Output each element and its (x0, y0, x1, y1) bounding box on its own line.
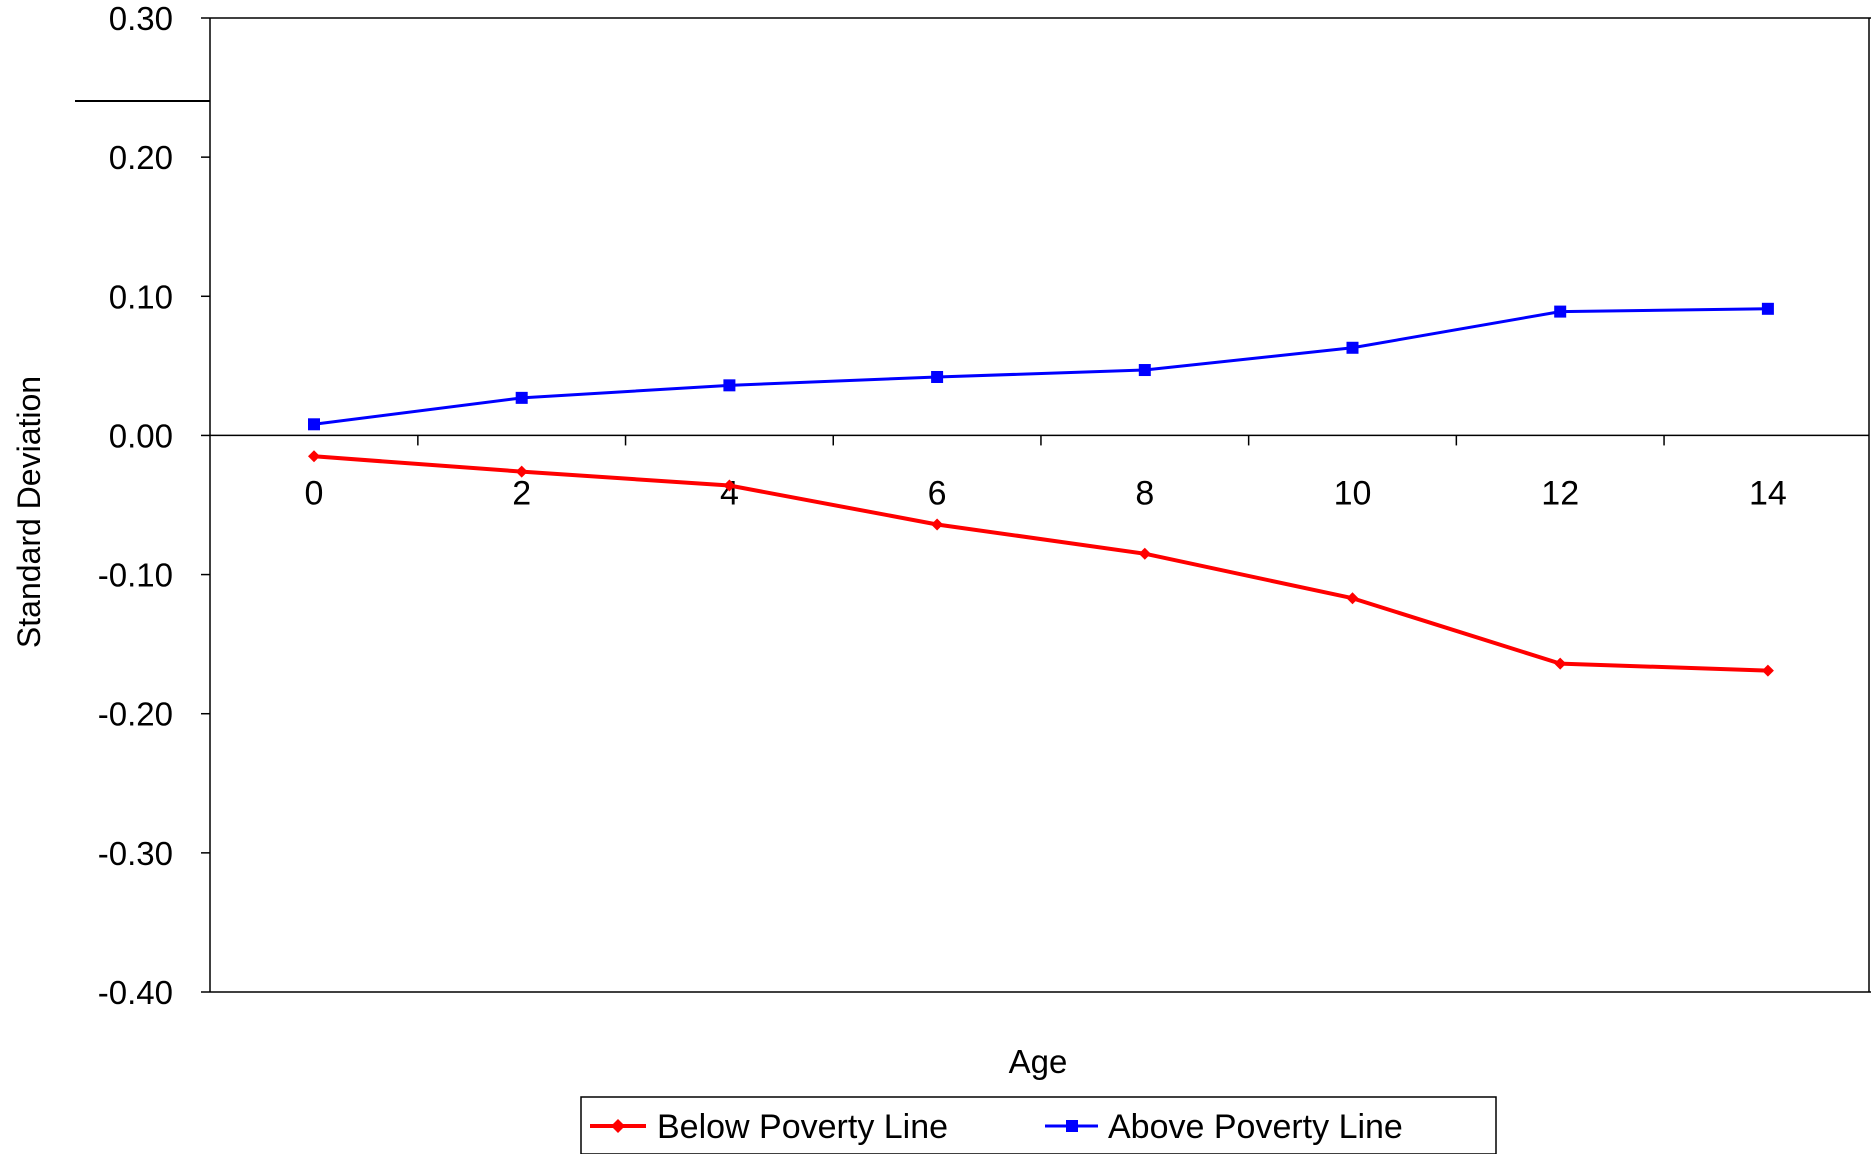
x-tick-label: 8 (1135, 474, 1154, 512)
y-axis-label: Standard Deviation (11, 376, 47, 648)
y-tick-label: 0.00 (109, 417, 173, 454)
data-point-above-poverty (1762, 303, 1774, 315)
y-tick-label: -0.20 (98, 696, 173, 733)
data-point-above-poverty (308, 418, 320, 430)
y-tick-label: -0.10 (98, 557, 173, 594)
legend: Below Poverty Line Above Poverty Line (581, 1097, 1496, 1154)
data-point-above-poverty (1554, 306, 1566, 318)
x-tick-label: 6 (928, 474, 947, 512)
x-tick-label: 0 (305, 474, 324, 512)
y-tick-label: -0.30 (98, 835, 173, 872)
data-point-above-poverty (723, 379, 735, 391)
data-point-above-poverty (1347, 342, 1359, 354)
legend-label-above: Above Poverty Line (1108, 1108, 1403, 1146)
x-axis-label: Age (1009, 1043, 1068, 1080)
legend-label-below: Below Poverty Line (657, 1108, 948, 1146)
data-point-above-poverty (516, 392, 528, 404)
y-tick-label: 0.10 (109, 278, 173, 315)
x-tick-label: 12 (1541, 474, 1579, 512)
x-tick-label: 14 (1749, 474, 1787, 512)
y-tick-label: -0.40 (98, 974, 173, 1011)
data-point-above-poverty (931, 371, 943, 383)
square-marker-icon (1066, 1120, 1078, 1132)
y-tick-label: 0.20 (109, 139, 173, 176)
y-tick-label: 0.30 (109, 0, 173, 37)
data-point-above-poverty (1139, 364, 1151, 376)
x-tick-label: 2 (512, 474, 531, 512)
x-tick-label: 10 (1334, 474, 1372, 512)
